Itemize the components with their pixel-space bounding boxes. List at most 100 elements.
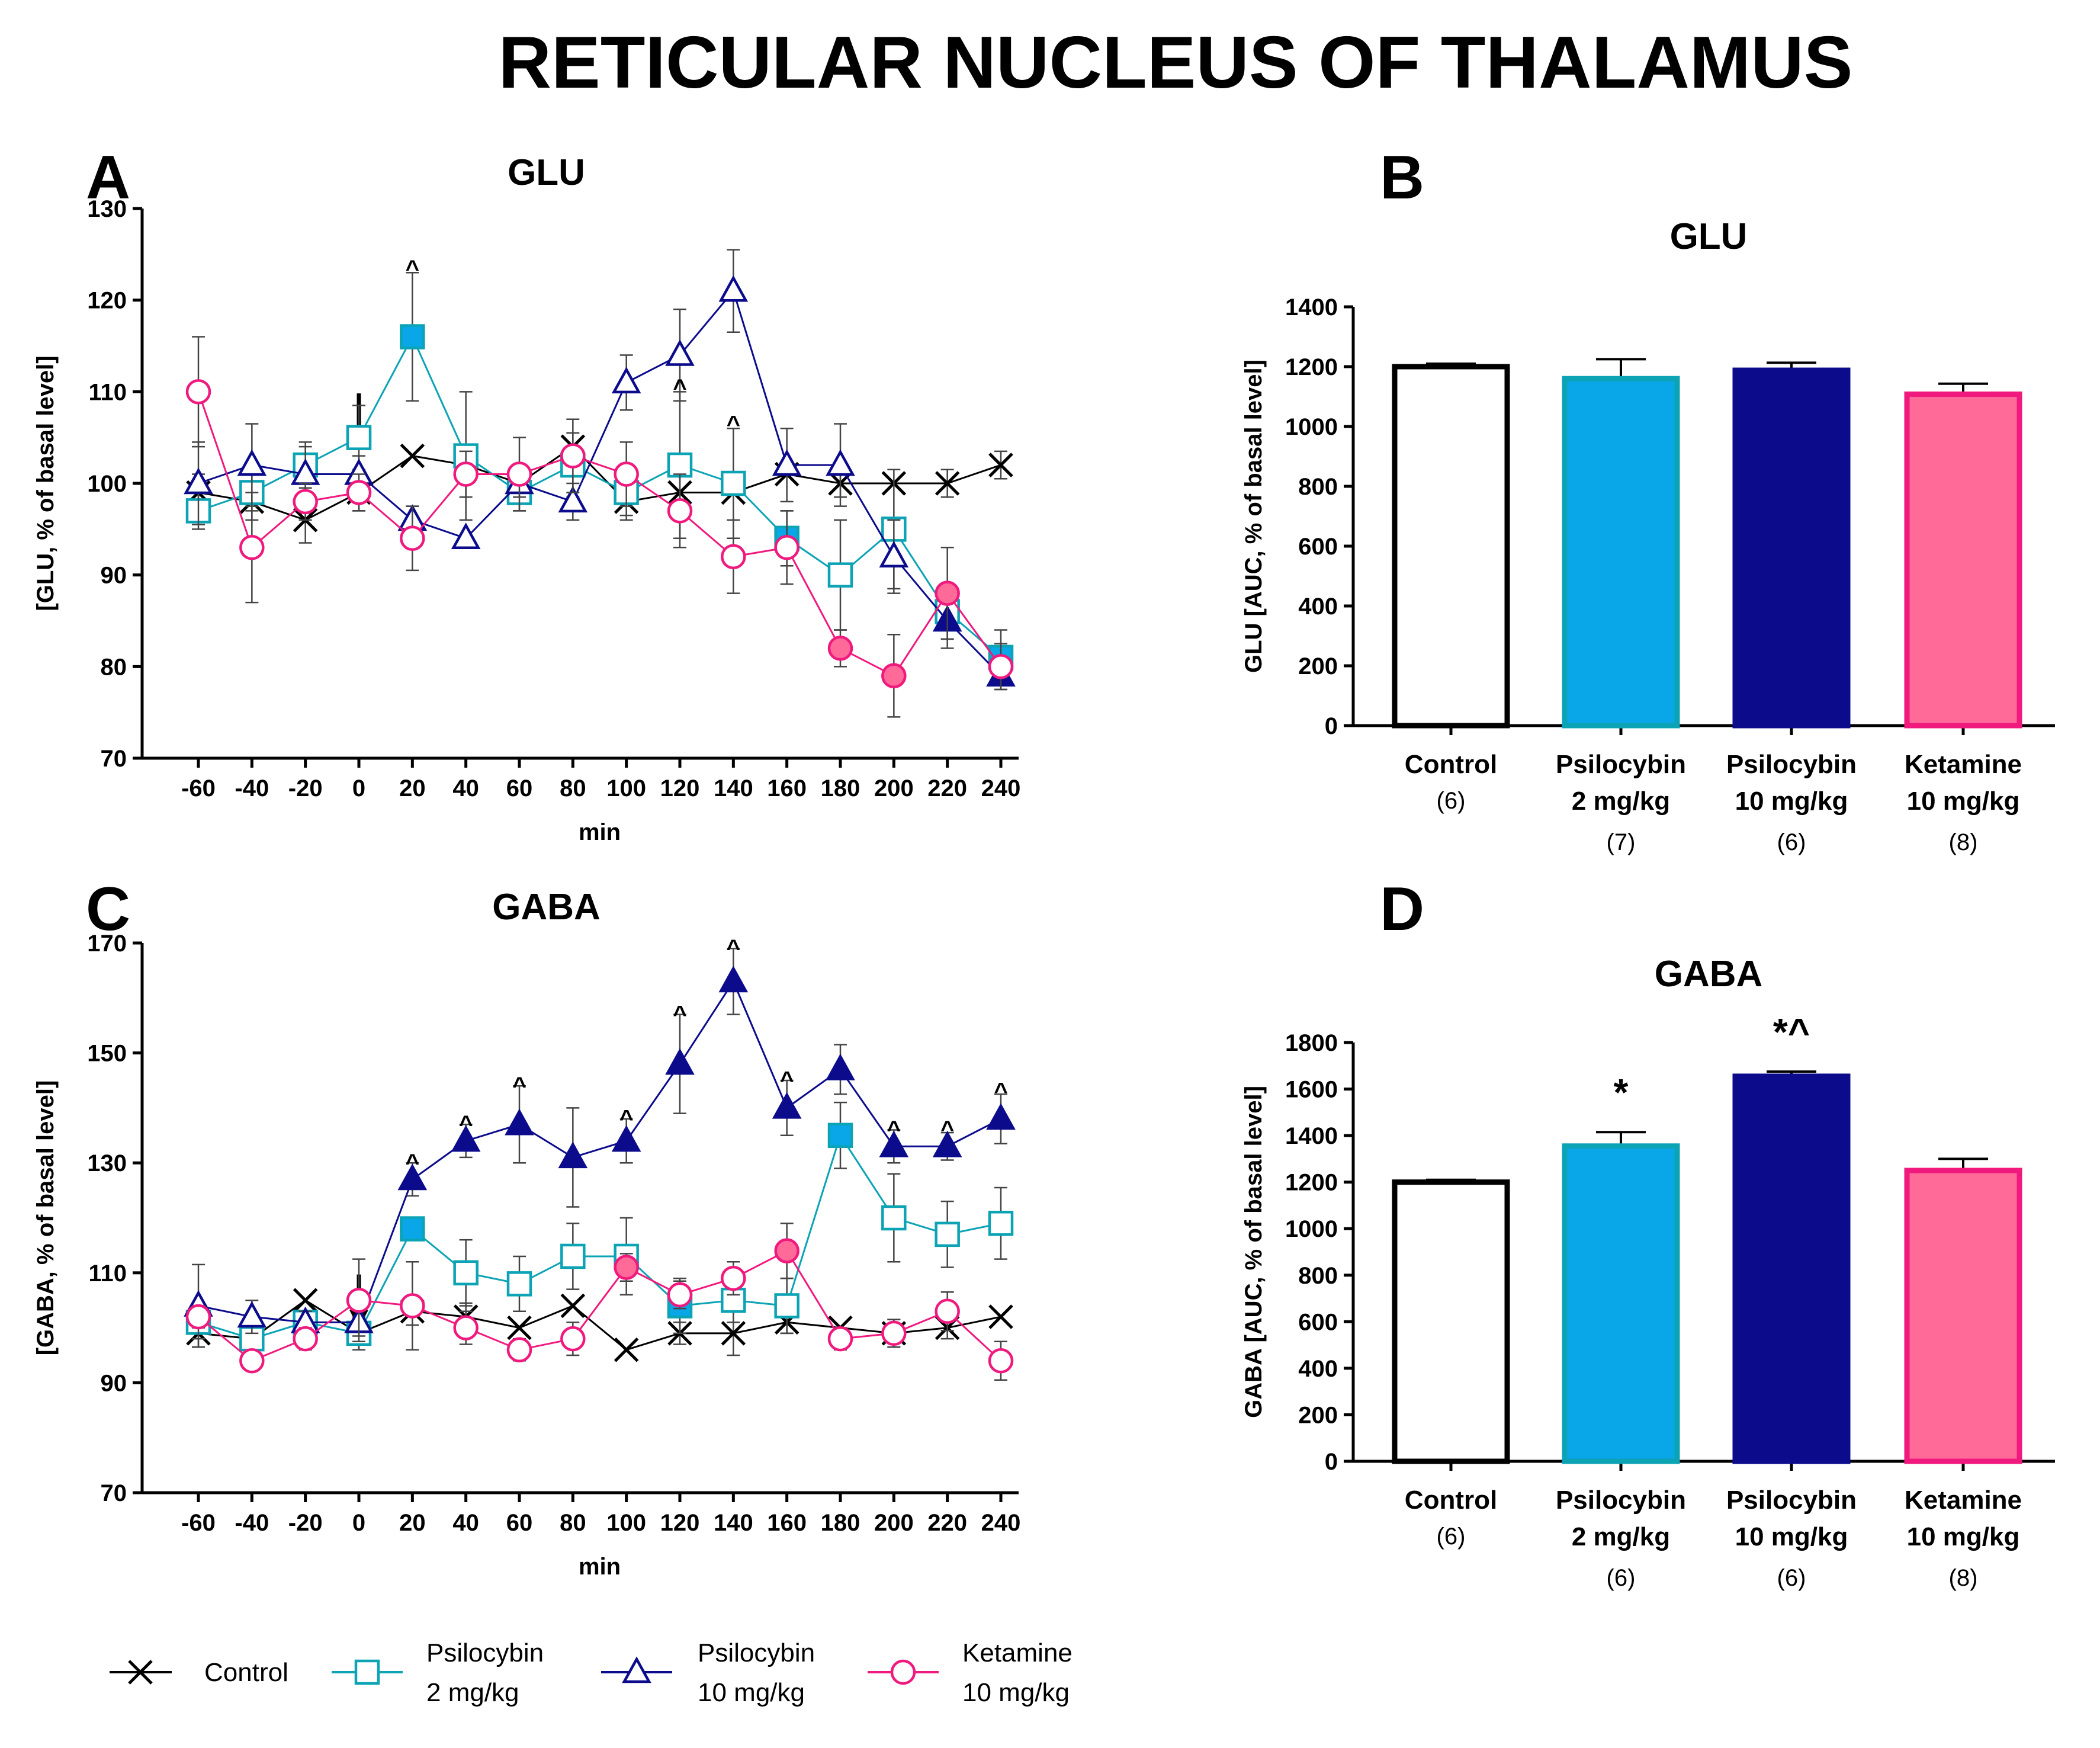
chart-title: GABA bbox=[1655, 954, 1763, 995]
x-tick-label: 140 bbox=[714, 775, 753, 801]
data-point-ketamine bbox=[293, 489, 318, 515]
x-tick-label: 0 bbox=[352, 775, 365, 801]
x-tick-label: 60 bbox=[506, 1510, 533, 1536]
data-point-ketamine bbox=[667, 1282, 693, 1308]
x-tick-label: 40 bbox=[452, 775, 479, 801]
category-label: 2 mg/kg bbox=[1572, 1522, 1670, 1551]
x-tick-label: 240 bbox=[981, 775, 1021, 801]
data-point-psilo10 bbox=[826, 1053, 855, 1080]
data-point-ketamine bbox=[988, 1348, 1014, 1374]
data-point-psilo2 bbox=[935, 1221, 960, 1247]
x-tick-label: 200 bbox=[874, 775, 914, 801]
significance-marker: ^ bbox=[673, 1001, 686, 1027]
x-tick-label: 220 bbox=[927, 775, 967, 801]
bar-3 bbox=[1904, 391, 2022, 729]
category-label: Ketamine bbox=[1905, 750, 2022, 779]
data-point-ketamine bbox=[614, 1255, 639, 1280]
data-point-ketamine bbox=[453, 461, 479, 487]
category-label: Control bbox=[1405, 750, 1497, 779]
data-point-ketamine bbox=[346, 1287, 372, 1313]
data-point-control bbox=[614, 1337, 639, 1362]
y-tick-label: 600 bbox=[1298, 1309, 1338, 1335]
legend-psilo2-marker bbox=[332, 1659, 403, 1685]
data-point-psilo2 bbox=[827, 1122, 853, 1149]
significance-marker: * bbox=[1614, 1071, 1629, 1114]
y-tick-label: 400 bbox=[1298, 594, 1338, 620]
y-tick-label: 90 bbox=[101, 1370, 127, 1396]
legend-control-marker bbox=[110, 1660, 172, 1685]
data-point-psilo10 bbox=[718, 966, 749, 993]
series-line-psilo2 bbox=[198, 335, 1001, 659]
data-point-ketamine bbox=[827, 1326, 853, 1352]
data-point-psilo10 bbox=[397, 1163, 428, 1191]
y-tick-label: 200 bbox=[1298, 653, 1338, 679]
x-tick-label: 160 bbox=[767, 775, 807, 801]
data-point-psilo2 bbox=[667, 452, 693, 478]
y-tick-label: 1600 bbox=[1285, 1077, 1338, 1103]
bar-0 bbox=[1392, 364, 1510, 729]
significance-marker: ^ bbox=[994, 1078, 1007, 1104]
series-line-control bbox=[198, 1299, 1001, 1351]
n-label: (6) bbox=[1437, 788, 1466, 814]
significance-marker: ^ bbox=[619, 1106, 633, 1132]
series-line-ketamine bbox=[198, 1249, 1002, 1362]
y-tick-label: 1400 bbox=[1285, 1123, 1338, 1149]
bar-0 bbox=[1392, 1179, 1510, 1464]
legend-triangle-marker bbox=[622, 1656, 651, 1683]
data-point-psilo10 bbox=[986, 1103, 1016, 1130]
y-tick-label: 800 bbox=[1298, 1263, 1338, 1289]
data-point-psilo10 bbox=[879, 541, 909, 567]
significance-marker: ^ bbox=[727, 412, 740, 438]
n-label: (8) bbox=[1949, 829, 1978, 855]
data-point-ketamine bbox=[614, 461, 639, 487]
legend-control-label: Control bbox=[204, 1658, 288, 1687]
y-tick-label: 1200 bbox=[1285, 354, 1338, 380]
data-point-ketamine bbox=[935, 580, 960, 606]
panel-label-c: C bbox=[86, 875, 130, 944]
x-tick-label: 240 bbox=[981, 1510, 1021, 1536]
significance-marker: ^ bbox=[780, 1067, 794, 1093]
data-point-psilo10 bbox=[558, 1141, 588, 1169]
significance-marker: ^ bbox=[673, 375, 686, 401]
y-tick-label: 1800 bbox=[1285, 1030, 1338, 1056]
data-point-psilo10 bbox=[237, 449, 267, 476]
category-label: 10 mg/kg bbox=[1907, 787, 2020, 816]
figure-title: RETICULAR NUCLEUS OF THALAMUS bbox=[499, 22, 1853, 104]
data-point-psilo2 bbox=[400, 1216, 425, 1242]
data-point-psilo10 bbox=[665, 339, 695, 366]
bar-3 bbox=[1904, 1168, 2022, 1464]
bar-1 bbox=[1562, 1143, 1680, 1464]
data-point-psilo10 bbox=[879, 1130, 909, 1157]
n-label: (7) bbox=[1607, 829, 1636, 855]
data-point-control bbox=[560, 1293, 586, 1319]
y-tick-label: 90 bbox=[101, 563, 127, 589]
x-tick-label: -60 bbox=[181, 1510, 216, 1536]
data-point-control bbox=[293, 1288, 318, 1313]
y-axis-label: GABA [AUC, % of basal level] bbox=[1241, 1086, 1267, 1418]
data-point-psilo10 bbox=[611, 367, 641, 394]
y-tick-label: 110 bbox=[88, 379, 127, 405]
data-point-ketamine bbox=[721, 1265, 746, 1291]
data-point-ketamine bbox=[346, 480, 372, 505]
category-label: 10 mg/kg bbox=[1735, 1522, 1848, 1551]
x-tick-label: 100 bbox=[606, 775, 646, 801]
bar-2 bbox=[1732, 1073, 1851, 1464]
category-label: 2 mg/kg bbox=[1572, 787, 1670, 816]
panel-label-b: B bbox=[1380, 143, 1424, 212]
data-point-psilo10 bbox=[772, 449, 802, 476]
significance-marker: ^ bbox=[459, 1111, 473, 1137]
series-line-control bbox=[198, 445, 1001, 521]
significance-marker: ^ bbox=[940, 1117, 954, 1143]
y-tick-label: 130 bbox=[87, 1150, 127, 1176]
x-tick-label: 120 bbox=[660, 1510, 700, 1536]
bar-2 bbox=[1732, 367, 1851, 729]
data-point-psilo10 bbox=[826, 449, 855, 476]
category-label: 10 mg/kg bbox=[1907, 1522, 2020, 1551]
y-tick-label: 70 bbox=[101, 746, 127, 772]
y-tick-label: 150 bbox=[87, 1041, 127, 1067]
data-point-control bbox=[988, 1304, 1013, 1329]
x-tick-label: 60 bbox=[506, 775, 533, 801]
significance-marker: ^ bbox=[887, 1117, 901, 1143]
category-label: Psilocybin bbox=[1556, 750, 1686, 779]
data-point-psilo2 bbox=[774, 1293, 799, 1319]
